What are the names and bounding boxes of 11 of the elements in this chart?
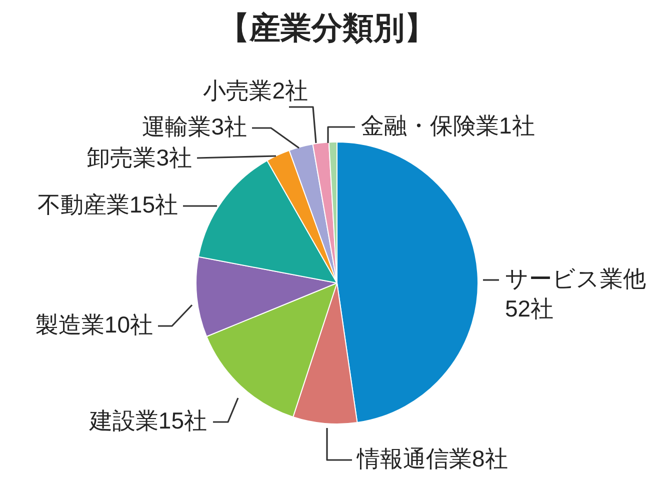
chart-title: 【産業分類別】 — [218, 10, 436, 46]
slice-label: サービス業他 — [505, 265, 646, 292]
slice-label: 不動産業15社 — [37, 191, 178, 218]
slice-label: 製造業10社 — [35, 311, 153, 338]
slice-label: 金融・保険業1社 — [361, 112, 535, 138]
slice-label: 小売業2社 — [203, 77, 308, 104]
slice-label: 建設業15社 — [88, 407, 207, 434]
slice-label: 運輸業3社 — [142, 113, 247, 140]
slice-label: 卸売業3社 — [87, 144, 192, 170]
data-label: 52社 — [505, 295, 554, 322]
slice-label: 情報通信業8社 — [356, 445, 508, 472]
